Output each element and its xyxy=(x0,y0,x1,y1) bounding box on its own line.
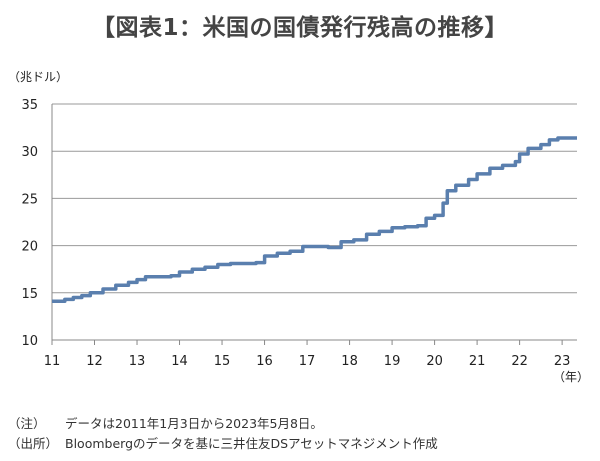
y-axis-unit-label: （兆ドル） xyxy=(8,70,69,84)
x-tick-label: 15 xyxy=(214,354,231,369)
x-tick-label: 11 xyxy=(44,354,61,369)
chart-title: 【図表1：米国の国債発行残高の推移】 xyxy=(91,15,508,41)
y-tick-label: 25 xyxy=(21,192,38,207)
x-tick-label: 18 xyxy=(341,354,358,369)
y-tick-label: 20 xyxy=(21,240,38,255)
note-key: （注） xyxy=(8,416,46,431)
x-tick-label: 17 xyxy=(299,354,316,369)
x-tick-label: 14 xyxy=(171,354,188,369)
line-chart: 10 15 20 25 30 35 11 12 13 14 15 16 17 18 19 20 21 22 23 xyxy=(21,98,577,369)
x-tick-label: 22 xyxy=(511,354,528,369)
note-line: （注） データは2011年1月3日から2023年5月8日。 xyxy=(8,413,323,432)
source-line: （出所） Bloombergのデータを基に三井住友DSアセットマネジメント作成 xyxy=(8,433,438,452)
y-tick-label: 30 xyxy=(21,145,38,160)
note-text: データは2011年1月3日から2023年5月8日。 xyxy=(65,416,323,431)
source-text: Bloombergのデータを基に三井住友DSアセットマネジメント作成 xyxy=(65,436,438,451)
x-tick-label: 19 xyxy=(384,354,401,369)
x-tick-label: 20 xyxy=(426,354,443,369)
y-tick-label: 15 xyxy=(21,287,38,302)
x-tick-label: 12 xyxy=(86,354,103,369)
y-tick-label: 10 xyxy=(21,334,38,349)
x-tick-label: 13 xyxy=(129,354,146,369)
x-axis-unit-label: （年） xyxy=(553,370,590,384)
y-tick-label: 35 xyxy=(21,98,38,113)
x-tick-label: 21 xyxy=(469,354,486,369)
x-tick-label: 16 xyxy=(256,354,273,369)
x-tick-label: 23 xyxy=(554,354,571,369)
debt-outstanding-line xyxy=(52,136,577,304)
source-key: （出所） xyxy=(8,436,59,451)
